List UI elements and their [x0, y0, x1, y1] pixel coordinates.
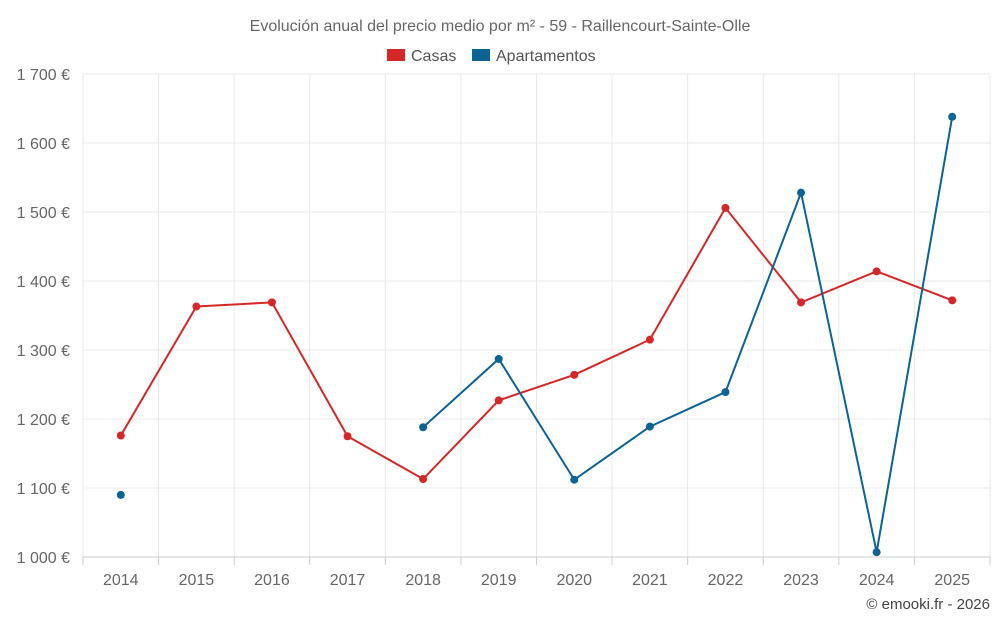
data-point-apartamentos-2022[interactable]: [721, 388, 730, 397]
data-point-casas-2019[interactable]: [494, 396, 503, 405]
legend-swatch-casas: [387, 49, 405, 61]
y-tick-label: 1 200 €: [17, 412, 70, 429]
x-tick-label: 2025: [934, 572, 970, 589]
data-point-casas-2016[interactable]: [267, 298, 276, 307]
y-tick-label: 1 000 €: [17, 550, 70, 567]
x-tick-label: 2016: [254, 572, 290, 589]
data-point-apartamentos-2021[interactable]: [645, 422, 654, 431]
y-tick-label: 1 500 €: [17, 205, 70, 222]
legend[interactable]: Casas Apartamentos: [387, 48, 596, 65]
x-tick-label: 2015: [179, 572, 215, 589]
legend-label-casas: Casas: [411, 48, 456, 65]
x-tick-label: 2023: [783, 572, 819, 589]
data-point-casas-2021[interactable]: [645, 335, 654, 344]
legend-swatch-apartamentos: [472, 49, 490, 61]
x-tick-label: 2018: [405, 572, 441, 589]
series-apartamentos: [116, 112, 957, 557]
legend-item-casas[interactable]: Casas: [387, 48, 456, 65]
x-tick-label: 2019: [481, 572, 517, 589]
data-point-casas-2018[interactable]: [419, 475, 428, 484]
y-tick-label: 1 400 €: [17, 274, 70, 291]
x-tick-label: 2024: [859, 572, 895, 589]
data-point-apartamentos-2023[interactable]: [797, 188, 806, 197]
y-tick-label: 1 700 €: [17, 67, 70, 84]
y-tick-label: 1 300 €: [17, 343, 70, 360]
series-line-casas: [119, 206, 953, 481]
series-layer: [116, 112, 957, 557]
x-tick-label: 2014: [103, 572, 139, 589]
series-line-apartamentos: [422, 116, 954, 553]
data-point-apartamentos-2024[interactable]: [872, 548, 881, 557]
x-tick-label: 2022: [708, 572, 744, 589]
series-casas: [116, 203, 957, 484]
y-tick-label: 1 100 €: [17, 481, 70, 498]
data-point-casas-2020[interactable]: [570, 370, 579, 379]
axis-layer: 1 000 € 1 100 € 1 200 € 1 300 € 1 400 € 1 500…: [17, 67, 991, 589]
data-point-casas-2025[interactable]: [948, 296, 957, 305]
x-tick-label: 2021: [632, 572, 668, 589]
data-point-apartamentos-2019[interactable]: [494, 354, 503, 363]
data-point-apartamentos-2018[interactable]: [419, 423, 428, 432]
data-point-casas-2015[interactable]: [192, 302, 201, 311]
y-tick-label: 1 600 €: [17, 136, 70, 153]
legend-item-apartamentos[interactable]: Apartamentos: [472, 48, 596, 65]
grid-layer: [82, 73, 991, 557]
data-point-casas-2022[interactable]: [721, 203, 730, 212]
x-tick-label: 2020: [556, 572, 592, 589]
data-point-casas-2017[interactable]: [343, 432, 352, 441]
data-point-casas-2024[interactable]: [872, 267, 881, 276]
data-point-apartamentos-2025[interactable]: [948, 112, 957, 121]
credit-text: © emooki.fr - 2026: [866, 596, 990, 613]
data-point-casas-2014[interactable]: [116, 431, 125, 440]
chart-title: Evolución anual del precio medio por m² …: [250, 18, 751, 35]
x-tick-label: 2017: [330, 572, 366, 589]
data-point-apartamentos-2020[interactable]: [570, 475, 579, 484]
data-point-casas-2023[interactable]: [797, 298, 806, 307]
legend-label-apartamentos: Apartamentos: [496, 48, 596, 65]
data-point-apartamentos-2014[interactable]: [116, 490, 125, 499]
